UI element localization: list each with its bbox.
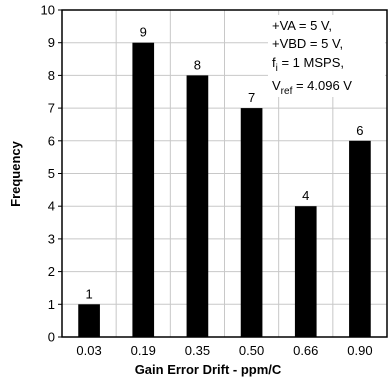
x-tick-label-0.03: 0.03 (76, 343, 101, 358)
data-label-0.35: 8 (194, 57, 201, 72)
bar-0.03 (78, 304, 100, 337)
bar-0.90 (349, 140, 371, 337)
y-tick-label-6: 6 (48, 133, 55, 148)
y-tick-label-7: 7 (48, 101, 55, 116)
x-tick-label-0.66: 0.66 (293, 343, 318, 358)
bar-0.35 (186, 75, 209, 338)
data-labels: 1 9 8 7 4 6 (85, 25, 363, 302)
annotation-line-vbd: +VBD = 5 V, (272, 36, 343, 51)
y-tick-label-4: 4 (48, 199, 55, 214)
y-tick-label-2: 2 (48, 264, 55, 279)
data-label-0.03: 1 (85, 286, 92, 301)
y-tick-label-1: 1 (48, 297, 55, 312)
conditions-annotation: +VA = 5 V, +VBD = 5 V, fi = 1 MSPS, Vref… (268, 15, 385, 97)
bar-0.50 (240, 108, 263, 337)
bar-0.19 (132, 42, 155, 337)
y-tick-label-8: 8 (48, 68, 55, 83)
y-tick-label-10: 10 (41, 3, 55, 18)
x-tick-label-0.35: 0.35 (185, 343, 210, 358)
annotation-line-va: +VA = 5 V, (272, 18, 332, 33)
annotation-line-fi: fi = 1 MSPS, (272, 55, 344, 74)
x-ticks: 0.03 0.19 0.35 0.50 0.66 0.90 (76, 343, 372, 358)
data-label-0.66: 4 (302, 188, 309, 203)
data-label-0.19: 9 (140, 25, 147, 40)
x-tick-label-0.50: 0.50 (239, 343, 264, 358)
annotation-line-vref: Vref = 4.096 V (272, 78, 352, 97)
data-label-0.50: 7 (248, 90, 255, 105)
x-tick-label-0.90: 0.90 (347, 343, 372, 358)
y-tick-label-9: 9 (48, 35, 55, 50)
y-tick-label-3: 3 (48, 231, 55, 246)
annotation-background (268, 15, 385, 97)
bar-0.66 (294, 206, 317, 337)
y-axis-title: Frequency (8, 140, 23, 207)
data-label-0.90: 6 (356, 123, 363, 138)
y-tick-label-0: 0 (48, 330, 55, 345)
x-axis-title: Gain Error Drift - ppm/C (135, 362, 282, 377)
x-tick-label-0.19: 0.19 (131, 343, 156, 358)
y-ticks: 0 1 2 3 4 5 6 7 8 9 10 (41, 3, 62, 345)
bars (78, 42, 371, 338)
y-tick-label-5: 5 (48, 166, 55, 181)
